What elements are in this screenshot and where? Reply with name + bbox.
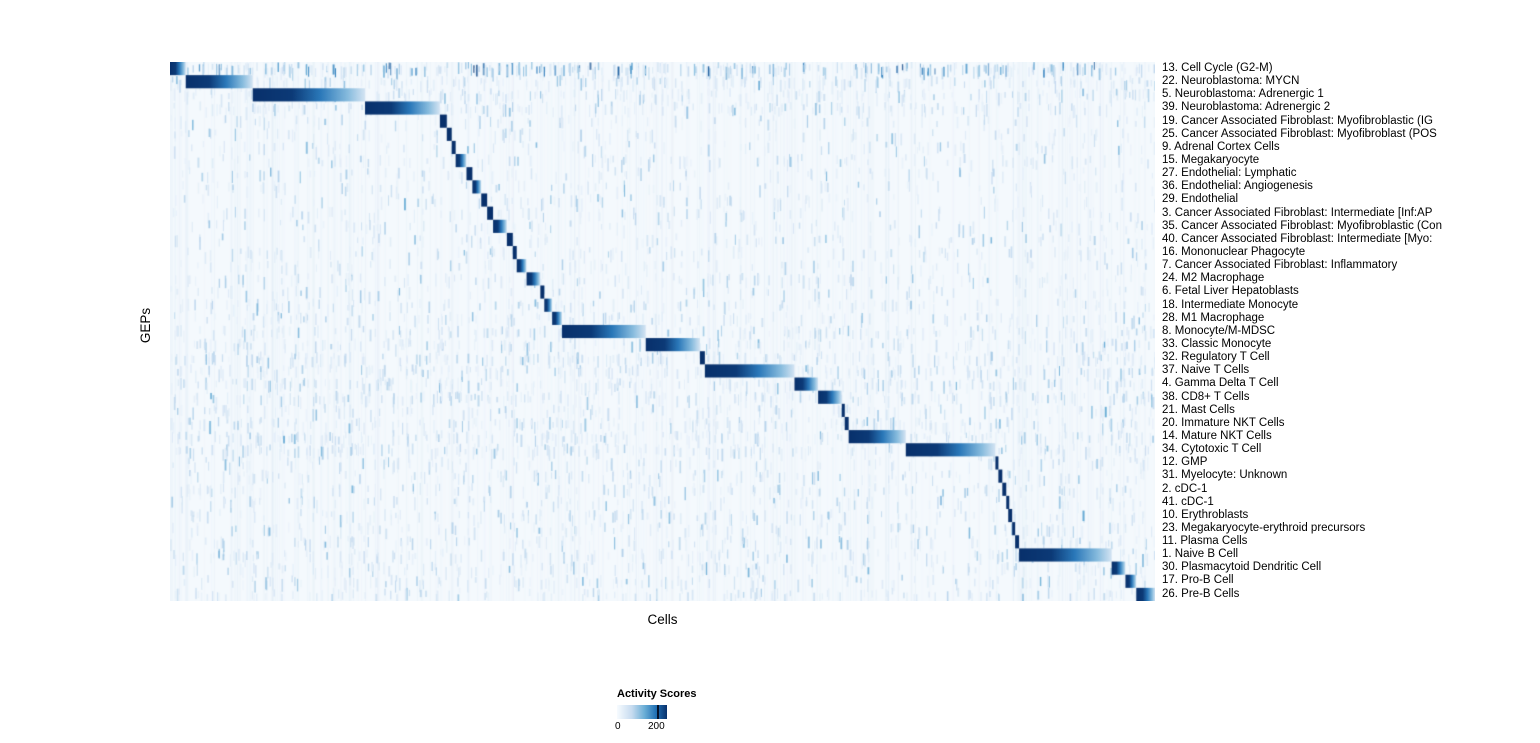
row-label: 1. Naive B Cell — [1162, 548, 1239, 561]
row-label: 4. Gamma Delta T Cell — [1162, 377, 1279, 390]
row-label: 12. GMP — [1162, 456, 1208, 469]
row-label: 33. Classic Monocyte — [1162, 337, 1272, 350]
row-label: 8. Monocyte/M-MDSC — [1162, 324, 1276, 337]
row-label: 5. Neuroblastoma: Adrenergic 1 — [1162, 88, 1324, 101]
row-label: 15. Megakaryocyte — [1162, 153, 1260, 166]
row-label: 40. Cancer Associated Fibroblast: Interm… — [1162, 232, 1433, 245]
legend-min-label: 0 — [615, 721, 621, 732]
activity-scores-legend: Activity Scores 0 200 — [615, 688, 737, 733]
row-label: 30. Plasmacytoid Dendritic Cell — [1162, 561, 1322, 574]
row-label: 11. Plasma Cells — [1162, 535, 1248, 548]
legend-tick-200 — [657, 705, 659, 719]
row-label: 3. Cancer Associated Fibroblast: Interme… — [1162, 206, 1433, 219]
row-label: 24. M2 Macrophage — [1162, 272, 1265, 285]
row-label: 29. Endothelial — [1162, 193, 1239, 206]
row-label: 21. Mast Cells — [1162, 403, 1235, 416]
row-label: 2. cDC-1 — [1162, 482, 1208, 495]
row-label: 31. Myelocyte: Unknown — [1162, 469, 1288, 482]
row-label: 41. cDC-1 — [1162, 495, 1214, 508]
row-label: 14. Mature NKT Cells — [1162, 429, 1272, 442]
row-label: 22. Neuroblastoma: MYCN — [1162, 75, 1300, 88]
row-label: 7. Cancer Associated Fibroblast: Inflamm… — [1162, 259, 1398, 272]
row-label: 34. Cytotoxic T Cell — [1162, 443, 1262, 456]
row-label: 9. Adrenal Cortex Cells — [1162, 140, 1280, 153]
row-label: 23. Megakaryocyte-erythroid precursors — [1162, 521, 1366, 534]
row-label: 6. Fetal Liver Hepatoblasts — [1162, 285, 1299, 298]
row-label: 10. Erythroblasts — [1162, 508, 1249, 521]
row-label: 18. Intermediate Monocyte — [1162, 298, 1299, 311]
row-label: 27. Endothelial: Lymphatic — [1162, 167, 1297, 180]
row-label: 39. Neuroblastoma: Adrenergic 2 — [1162, 101, 1331, 114]
y-axis-label: GEPs — [138, 307, 154, 344]
row-label: 32. Regulatory T Cell — [1162, 351, 1270, 364]
row-label: 20. Immature NKT Cells — [1162, 416, 1285, 429]
row-label: 36. Endothelial: Angiogenesis — [1162, 180, 1313, 193]
legend-colorbar — [617, 705, 667, 719]
row-label: 28. M1 Macrophage — [1162, 311, 1265, 324]
legend-tick-labels: 0 200 — [615, 719, 667, 733]
row-label: 35. Cancer Associated Fibroblast: Myofib… — [1162, 219, 1442, 232]
row-label: 38. CD8+ T Cells — [1162, 390, 1250, 403]
row-label: 16. Mononuclear Phagocyte — [1162, 245, 1306, 258]
legend-title: Activity Scores — [617, 688, 697, 700]
row-label: 19. Cancer Associated Fibroblast: Myofib… — [1162, 114, 1434, 127]
row-label: 13. Cell Cycle (G2-M) — [1162, 62, 1273, 74]
legend-max-label: 200 — [648, 721, 665, 732]
row-label: 37. Naive T Cells — [1162, 364, 1250, 377]
row-label-column: 13. Cell Cycle (G2-M) 22. Neuroblastoma: … — [1162, 62, 1540, 601]
row-label: 26. Pre-B Cells — [1162, 587, 1240, 600]
row-label: 25. Cancer Associated Fibroblast: Myofib… — [1162, 127, 1437, 140]
heatmap-canvas — [170, 62, 1155, 601]
x-axis-label: Cells — [647, 612, 678, 627]
row-label: 17. Pro-B Cell — [1162, 574, 1234, 587]
